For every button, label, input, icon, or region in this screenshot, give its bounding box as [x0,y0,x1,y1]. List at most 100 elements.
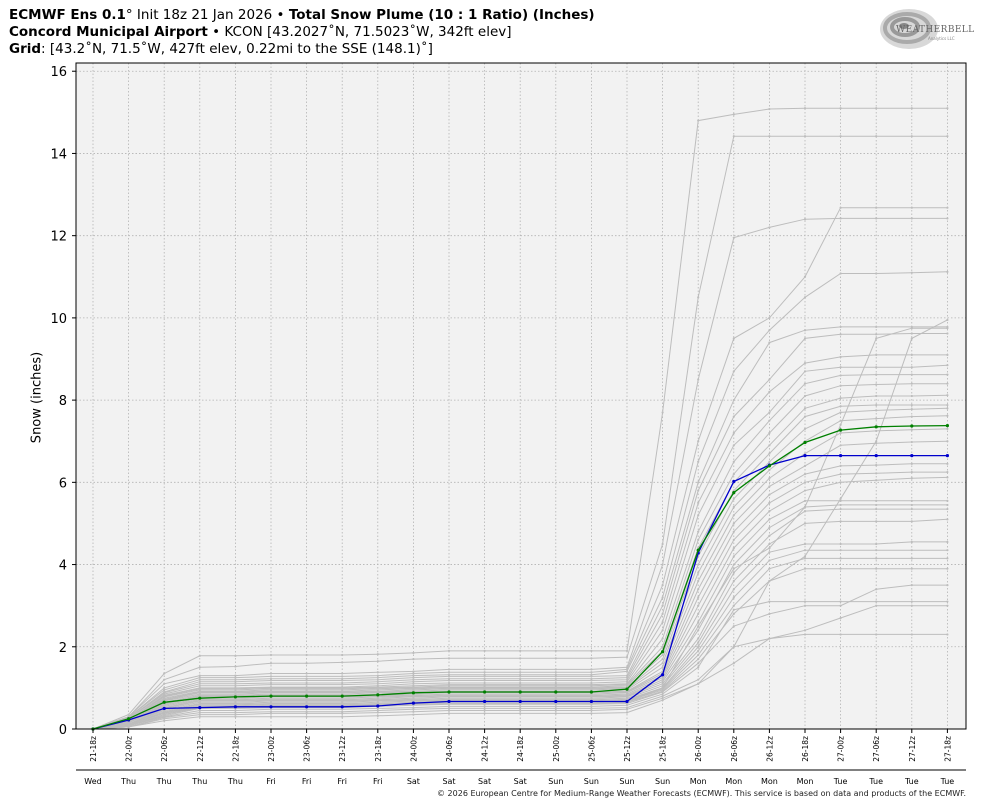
data-point-member [946,604,949,607]
data-point-member [875,135,878,138]
data-point-member [803,481,807,484]
data-point-member [768,579,771,583]
data-point-member [875,520,878,523]
data-point-member [768,135,771,138]
data-point-member [803,370,807,373]
data-point-member [554,709,557,712]
data-point-member [625,704,629,707]
data-point-member [910,507,913,511]
data-point-member [554,707,557,710]
data-point-member [341,712,344,715]
data-point-member [697,119,700,122]
data-point-member [447,675,451,678]
data-point-member [946,107,949,110]
data-point-member [875,325,878,329]
data-point-member [163,682,166,685]
data-point-member [803,135,807,138]
day-label: Thu [120,777,136,786]
data-point-member [732,113,735,116]
data-point-mean [198,696,202,700]
data-point-mean [625,687,629,691]
data-point-member [732,473,735,476]
data-point-member [697,596,700,599]
data-point-member [910,107,913,110]
data-point-member [875,417,878,420]
data-point-member [875,542,878,546]
data-point-mean [127,717,131,721]
data-point-member [376,711,379,714]
data-point-member [163,672,166,675]
data-point-mean [376,693,380,697]
data-point-member [412,674,415,677]
data-point-member [661,699,664,702]
data-point-member [661,645,664,648]
data-point-member [554,668,557,671]
data-point-member [519,705,522,708]
x-tick-label: 25-00z [552,736,561,762]
data-point-mean [518,690,522,694]
day-label: Sat [442,777,455,786]
data-point-member [554,677,557,680]
data-point-member [341,715,344,718]
data-point-member [732,337,735,340]
data-point-member [839,520,842,523]
data-point-member [198,654,201,657]
data-point-control [910,454,914,458]
data-point-mean [589,690,594,694]
data-point-member [732,662,735,665]
data-point-mean [910,424,914,428]
data-point-member [946,600,949,603]
data-point-member [198,674,201,677]
data-point-mean [732,491,736,495]
data-point-member [483,677,486,680]
data-point-member [839,423,842,426]
site-name: Concord Municipal Airport [9,24,208,40]
data-point-member [839,384,842,387]
x-tick-label: 27-06z [872,736,881,762]
data-point-member [839,366,842,369]
data-point-member [519,673,522,676]
data-point-member [376,653,379,656]
data-point-member [341,672,344,675]
data-point-member [305,653,308,657]
data-point-member [839,107,842,110]
data-point-member [803,633,807,636]
data-point-member [946,584,949,587]
day-label: Sun [584,777,599,786]
data-point-member [661,695,664,698]
data-point-member [483,702,486,705]
data-point-member [910,327,913,330]
data-point-member [946,557,949,560]
data-point-member [875,353,878,356]
header-line-2: Concord Municipal Airport • KCON [43.202… [9,24,512,40]
data-point-member [697,678,700,681]
data-point-member [946,332,949,335]
data-point-member [590,649,593,652]
data-point-member [697,588,700,591]
data-point-member [768,534,771,537]
data-point-member [910,366,913,369]
data-point-mean [945,424,950,428]
data-point-member [732,460,735,463]
data-point-member [163,717,166,720]
data-point-member [661,411,664,414]
data-point-member [768,390,771,393]
data-point-member [768,567,771,570]
data-point-member [732,399,735,402]
data-point-member [483,705,486,708]
data-point-member [875,429,878,433]
data-point-member [732,538,735,541]
data-point-member [875,440,878,443]
data-point-member [946,327,949,330]
data-point-member [910,549,913,552]
data-point-member [803,567,807,570]
data-point-member [305,672,308,675]
data-point-member [839,396,842,400]
data-point-member [661,680,664,683]
data-point-member [768,637,771,640]
data-point-control [447,699,451,704]
x-tick-label: 27-00z [837,736,846,762]
data-point-mean [803,440,807,445]
data-point-member [803,604,807,607]
data-point-member [697,653,700,657]
